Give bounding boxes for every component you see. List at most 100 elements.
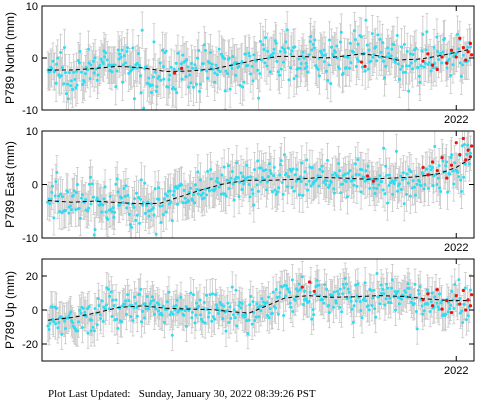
data-point — [392, 58, 396, 62]
data-point — [400, 65, 404, 69]
data-point — [395, 33, 399, 37]
data-point — [151, 206, 155, 210]
data-point — [201, 62, 205, 66]
data-point — [423, 61, 427, 65]
data-point — [249, 175, 253, 179]
data-point — [108, 194, 112, 198]
data-point — [64, 92, 68, 96]
data-point — [402, 202, 406, 206]
data-point — [426, 186, 430, 190]
data-point — [154, 89, 158, 93]
data-point — [401, 171, 405, 175]
data-point — [60, 195, 64, 199]
data-point — [98, 63, 102, 67]
data-point — [295, 167, 299, 171]
data-point — [298, 175, 302, 179]
data-point — [113, 63, 117, 67]
data-point — [89, 175, 93, 179]
data-point — [333, 50, 337, 54]
data-point — [418, 180, 422, 184]
data-point — [208, 293, 212, 297]
data-point — [184, 75, 188, 79]
data-point — [350, 175, 354, 179]
data-point — [411, 53, 415, 57]
data-point — [376, 33, 380, 37]
data-point — [252, 168, 256, 172]
y-tick-label: 10 — [26, 126, 38, 138]
rapid-point — [458, 152, 462, 157]
data-point — [171, 86, 175, 90]
data-point — [165, 194, 169, 198]
data-point — [146, 307, 150, 311]
data-point — [139, 91, 143, 95]
data-point — [339, 30, 343, 34]
data-point — [87, 47, 91, 51]
data-point — [208, 51, 212, 55]
data-point — [77, 61, 81, 65]
data-point — [182, 313, 186, 317]
data-point — [258, 72, 262, 76]
data-point — [227, 186, 231, 190]
data-point — [171, 193, 175, 197]
data-point — [127, 212, 131, 216]
data-point — [158, 61, 162, 65]
data-point — [69, 207, 73, 211]
rapid-point — [172, 71, 177, 75]
data-point — [121, 63, 125, 67]
data-point — [290, 49, 294, 53]
data-point — [261, 43, 265, 47]
rapid-point — [421, 165, 425, 169]
data-point — [96, 73, 100, 77]
plot-area — [46, 6, 474, 110]
data-point — [118, 52, 122, 56]
data-point — [185, 58, 189, 62]
x-tick-label: 2022 — [444, 242, 468, 254]
data-point — [168, 73, 172, 77]
data-point — [431, 66, 435, 70]
data-point — [223, 89, 227, 93]
data-point — [325, 158, 329, 162]
data-point — [132, 306, 136, 310]
data-point — [306, 70, 310, 74]
data-point — [284, 40, 288, 44]
data-point — [387, 183, 391, 187]
data-point — [56, 194, 60, 198]
data-point — [281, 192, 285, 196]
data-point — [239, 171, 243, 175]
data-point — [186, 65, 190, 69]
data-point — [390, 47, 394, 51]
data-point — [387, 173, 391, 177]
data-point — [354, 172, 358, 176]
data-point — [188, 73, 192, 77]
data-point — [64, 326, 68, 330]
data-point — [172, 305, 176, 309]
data-point — [131, 46, 135, 50]
data-point — [86, 331, 90, 335]
data-point — [197, 304, 201, 308]
data-point — [258, 39, 262, 43]
data-point — [56, 56, 60, 60]
data-point — [181, 201, 185, 205]
data-point — [50, 190, 54, 194]
observations — [46, 142, 472, 237]
data-point — [250, 64, 254, 68]
data-point — [148, 84, 152, 88]
data-point — [324, 183, 328, 187]
data-point — [325, 179, 329, 183]
data-point — [164, 49, 168, 53]
data-point — [49, 198, 53, 202]
data-point — [275, 190, 279, 194]
data-point — [66, 82, 70, 86]
data-point — [143, 211, 147, 215]
data-point — [381, 40, 385, 44]
data-point — [457, 47, 461, 51]
data-point — [230, 66, 234, 70]
data-point — [321, 170, 325, 174]
data-point — [227, 321, 231, 325]
rapid-point — [470, 53, 474, 57]
data-point — [260, 176, 264, 180]
y-tick-label: -10 — [22, 105, 38, 117]
data-point — [240, 60, 244, 64]
data-point — [168, 189, 172, 193]
data-point — [173, 87, 177, 91]
